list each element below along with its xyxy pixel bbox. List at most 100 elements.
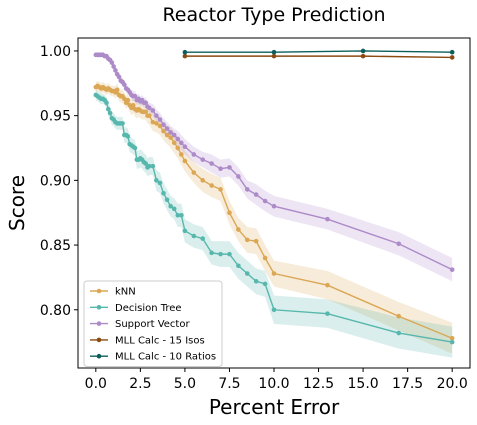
point-series-0	[271, 271, 277, 276]
point-series-2	[113, 68, 118, 73]
legend: kNN Decision Tree Support Vector MLL Calc -…	[83, 280, 223, 367]
x-tick-label: 17.5	[392, 376, 423, 392]
point-series-2	[262, 198, 268, 204]
point-series-4	[182, 49, 188, 55]
point-series-1	[236, 263, 241, 269]
point-series-0	[125, 97, 131, 103]
point-series-0	[244, 237, 250, 243]
point-series-1	[182, 228, 188, 234]
y-tick-label: 0.95	[40, 109, 71, 125]
y-axis-ticks: 0.80 0.85 0.90 0.95 1.00	[40, 44, 78, 319]
x-tick-label: 2.5	[129, 376, 151, 392]
line-series-3	[184, 55, 453, 59]
point-series-2	[200, 157, 206, 162]
legend-label: MLL Calc - 15 Isos	[115, 335, 205, 346]
point-series-3	[182, 53, 188, 59]
point-series-2	[236, 174, 241, 179]
legend-swatch-marker	[96, 321, 102, 326]
point-series-2	[182, 144, 188, 150]
point-series-1	[125, 134, 131, 139]
point-series-1	[191, 233, 197, 239]
point-series-0	[396, 313, 402, 319]
point-series-1	[253, 278, 259, 284]
point-series-1	[161, 190, 166, 196]
point-series-2	[116, 74, 122, 80]
x-tick-label: 5.0	[174, 376, 196, 392]
point-series-3	[360, 53, 366, 59]
point-series-0	[130, 102, 136, 108]
point-series-1	[146, 163, 152, 169]
point-series-0	[262, 255, 268, 261]
legend-swatch-marker	[96, 288, 102, 294]
point-series-1	[171, 206, 177, 212]
point-series-2	[146, 105, 152, 111]
line-series-4	[184, 50, 453, 53]
point-series-2	[325, 216, 330, 222]
point-series-2	[157, 117, 163, 122]
legend-swatch-marker	[96, 337, 102, 343]
series-points	[93, 48, 455, 345]
point-series-0	[179, 152, 184, 157]
point-series-0	[168, 135, 173, 140]
x-tick-label: 15.0	[348, 376, 379, 392]
point-series-0	[161, 128, 166, 134]
point-series-3	[271, 53, 277, 59]
point-series-2	[132, 93, 138, 99]
point-series-1	[105, 106, 111, 112]
point-series-2	[164, 126, 170, 131]
point-series-0	[191, 170, 197, 175]
point-series-2	[179, 140, 184, 146]
point-series-3	[449, 55, 455, 60]
point-series-0	[143, 109, 149, 115]
point-series-2	[171, 132, 177, 138]
x-axis-label: Percent Error	[209, 395, 340, 419]
point-series-2	[218, 166, 223, 172]
x-tick-label: 7.5	[218, 376, 240, 392]
point-series-2	[227, 165, 232, 170]
point-series-0	[164, 132, 170, 138]
point-series-2	[253, 192, 259, 197]
legend-label: MLL Calc - 10 Ratios	[115, 352, 216, 363]
point-series-0	[171, 140, 177, 146]
point-series-1	[396, 330, 402, 336]
point-series-2	[244, 187, 250, 192]
y-axis-label: Score	[5, 175, 29, 231]
point-series-1	[175, 212, 181, 218]
point-series-4	[271, 49, 277, 55]
point-series-0	[154, 121, 159, 126]
x-axis-ticks: 0.0 2.5 5.0 7.5 10.0 12.5 15.0 17.5 20.0	[85, 368, 468, 392]
point-series-1	[244, 271, 250, 276]
point-series-0	[114, 87, 120, 93]
point-series-0	[150, 119, 156, 125]
x-tick-label: 12.5	[303, 376, 334, 392]
point-series-1	[164, 197, 170, 203]
point-series-1	[132, 145, 138, 151]
legend-label: Support Vector	[115, 319, 190, 330]
point-series-0	[253, 238, 259, 244]
x-tick-label: 10.0	[258, 376, 289, 392]
point-series-0	[200, 178, 206, 183]
point-series-1	[325, 311, 330, 316]
y-tick-label: 0.85	[40, 238, 71, 254]
point-series-0	[157, 123, 163, 129]
x-tick-label: 20.0	[437, 376, 468, 392]
point-series-0	[227, 210, 232, 216]
y-tick-label: 0.80	[40, 303, 71, 319]
legend-label: Decision Tree	[115, 303, 182, 314]
point-series-1	[227, 251, 232, 257]
point-series-0	[325, 282, 330, 288]
point-series-2	[122, 82, 127, 87]
point-series-2	[109, 60, 115, 65]
point-series-0	[209, 183, 214, 188]
point-series-2	[191, 152, 197, 157]
point-series-0	[218, 187, 223, 192]
point-series-1	[449, 339, 455, 345]
legend-swatch-marker	[96, 305, 102, 310]
point-series-2	[111, 64, 116, 69]
point-series-2	[161, 122, 166, 128]
point-series-1	[200, 236, 206, 241]
chart-title: Reactor Type Prediction	[162, 4, 385, 26]
point-series-0	[175, 145, 181, 151]
point-series-2	[150, 108, 156, 113]
